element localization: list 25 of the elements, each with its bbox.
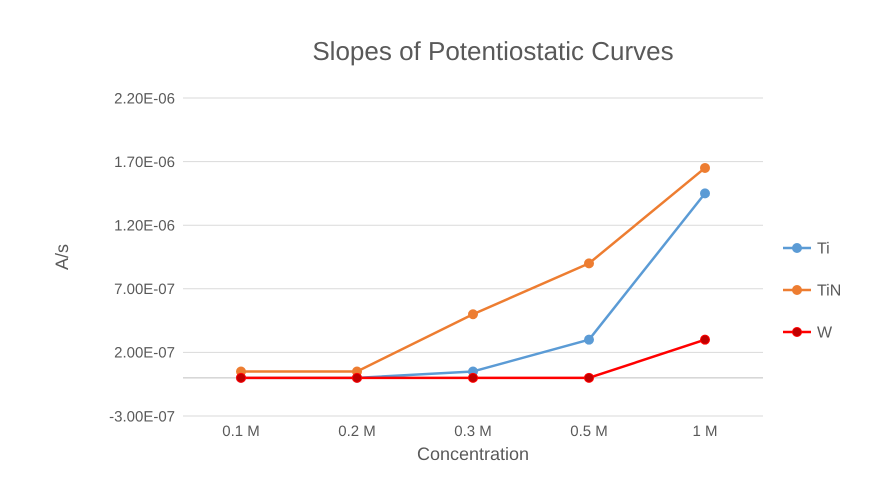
x-tick-label: 0.1 M <box>222 423 260 440</box>
x-tick-label: 1 M <box>692 423 718 440</box>
legend-label: Ti <box>817 240 830 258</box>
y-tick-label: 7.00E-07 <box>114 281 175 298</box>
x-tick-label: 0.2 M <box>338 423 376 440</box>
y-tick-label: -3.00E-07 <box>109 408 175 426</box>
chart-title: Slopes of Potentiostatic Curves <box>312 36 674 66</box>
point <box>700 162 710 173</box>
y-tick-label: 2.20E-06 <box>114 90 175 108</box>
point <box>584 334 594 345</box>
legend-label: TiN <box>817 282 842 300</box>
point <box>468 309 478 320</box>
x-tick-label: 0.3 M <box>454 423 492 440</box>
y-tick-label: 1.70E-06 <box>114 154 175 171</box>
y-tick-label: 1.20E-06 <box>114 217 175 234</box>
x-tick-label: 0.5 M <box>570 423 608 440</box>
point <box>584 258 594 268</box>
y-tick-label: 2.00E-07 <box>114 344 175 362</box>
x-axis-title: Concentration <box>416 444 530 464</box>
legend-label: W <box>817 324 833 342</box>
point <box>700 188 710 198</box>
point <box>700 334 710 345</box>
y-axis-title: A/s <box>52 244 72 270</box>
point <box>584 372 594 383</box>
point <box>468 372 478 383</box>
